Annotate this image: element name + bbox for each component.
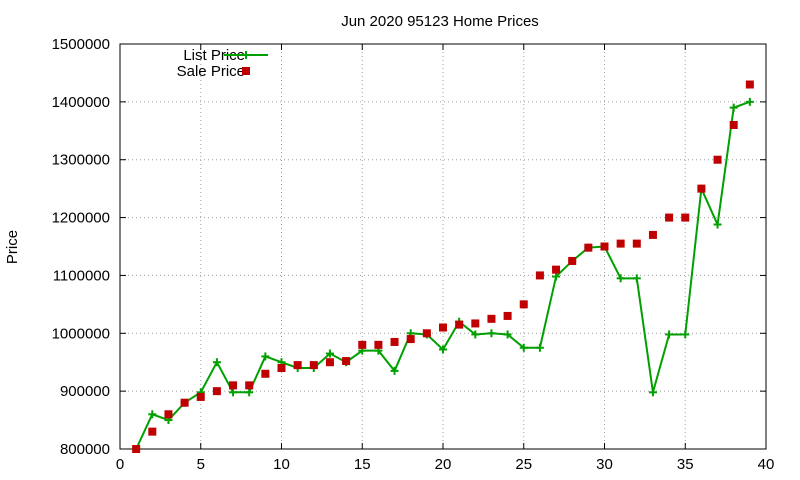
x-tick-label: 5 (197, 456, 205, 473)
x-tick-label: 0 (116, 456, 124, 473)
sale-price-point (648, 230, 657, 239)
x-tick-label: 25 (515, 456, 532, 473)
sale-price-point (616, 239, 625, 248)
sale-price-point (519, 300, 528, 309)
list-price-point (519, 343, 528, 352)
y-tick-label: 1500000 (52, 36, 110, 53)
list-price-point (148, 410, 157, 419)
legend-marker (242, 51, 250, 59)
sale-price-point (535, 271, 544, 280)
list-price-point (439, 345, 447, 354)
sale-price-point (261, 369, 270, 378)
y-tick-label: 1100000 (53, 267, 110, 284)
y-tick-label: 1200000 (52, 210, 110, 227)
list-price-point (616, 274, 625, 283)
sale-price-point (406, 335, 415, 344)
sale-price-point (212, 387, 221, 396)
chart-title: Jun 2020 95123 Home Prices (341, 13, 539, 30)
list-price-point (229, 388, 238, 397)
list-price-point (390, 366, 399, 375)
list-price-point (729, 103, 738, 112)
y-axis-label: Price (4, 230, 21, 264)
x-tick-label: 40 (758, 456, 775, 473)
sale-price-point (277, 364, 286, 372)
sale-price-point (132, 445, 141, 453)
x-tick-label: 20 (435, 456, 452, 473)
x-tick-label: 15 (354, 456, 371, 473)
series-layer (132, 80, 754, 453)
sale-price-point (164, 410, 173, 419)
sale-price-point (713, 155, 722, 164)
list-price-point (503, 330, 512, 339)
sale-price-point (325, 358, 334, 367)
sale-price-point (439, 323, 447, 332)
sale-price-point (455, 320, 464, 329)
sale-price-point (665, 213, 674, 222)
sale-price-point (374, 340, 383, 349)
sale-price-point (422, 329, 431, 338)
sale-price-point (309, 361, 318, 370)
list-price-point (245, 388, 254, 397)
sale-price-point (229, 381, 238, 390)
sale-price-point (584, 243, 593, 252)
list-price-point (681, 330, 690, 339)
list-price-point (325, 349, 334, 358)
sale-price-point (552, 265, 561, 274)
y-tick-label: 900000 (60, 383, 110, 400)
sale-price-point (745, 80, 754, 89)
sale-price-series (132, 80, 754, 453)
list-price-point (261, 352, 270, 361)
y-tick-label: 800000 (60, 441, 110, 458)
sale-price-point (196, 392, 205, 401)
tick-labels: 0 5 10 15 20 25 30 35 40 800000 900000 1000000 11000… (52, 36, 775, 473)
sale-price-point (148, 427, 157, 436)
sale-price-point (568, 256, 577, 265)
list-price-point (665, 330, 674, 339)
list-price-point (632, 274, 641, 283)
sale-price-point (180, 398, 189, 407)
legend-label: Sale Price (177, 63, 245, 80)
sale-price-point (293, 361, 302, 370)
sale-price-point (487, 314, 496, 323)
list-price-point (713, 220, 722, 229)
list-price-point (552, 272, 561, 281)
legend-label: List Price (183, 47, 245, 64)
sale-price-point (245, 381, 254, 390)
sale-price-point (342, 357, 351, 366)
list-price-point (535, 343, 544, 352)
y-tick-label: 1400000 (52, 94, 110, 111)
list-price-point (212, 358, 221, 367)
y-tick-label: 1300000 (52, 152, 110, 169)
y-tick-label: 1000000 (52, 325, 110, 342)
sale-price-point (471, 319, 480, 328)
sale-price-point (600, 242, 609, 251)
x-tick-label: 10 (273, 456, 290, 473)
sale-price-point (390, 337, 399, 346)
sale-price-point (358, 340, 367, 349)
list-price-point (745, 97, 754, 106)
sale-price-point (503, 311, 512, 320)
sale-price-point (632, 239, 641, 248)
sale-price-point (729, 121, 738, 129)
axis-ticks (119, 43, 767, 450)
list-price-point (471, 330, 480, 339)
sale-price-point (681, 213, 690, 222)
x-tick-label: 35 (677, 456, 694, 473)
sale-price-point (697, 184, 706, 193)
list-price-point (648, 388, 657, 397)
list-price-point (487, 329, 496, 338)
legend-marker (242, 67, 250, 75)
x-tick-label: 30 (596, 456, 613, 473)
